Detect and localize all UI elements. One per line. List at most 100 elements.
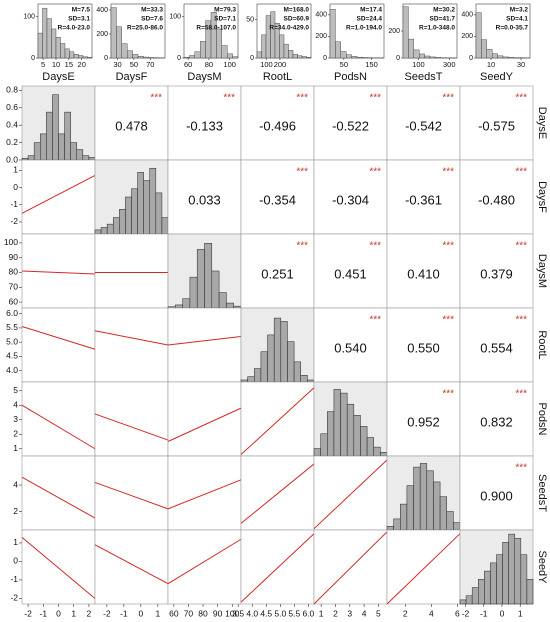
y-tick-label: 0.0 (6, 154, 18, 164)
hist-bar (280, 321, 288, 383)
hist-bar (419, 463, 428, 531)
hist-bar (183, 56, 190, 59)
panel (94, 85, 169, 161)
hist-bar (439, 496, 447, 531)
panel (21, 381, 96, 457)
row-label: PodsN (536, 402, 548, 435)
y-tick-label: 200 (461, 33, 473, 40)
x-tick-label: 100 (260, 60, 273, 69)
panel (21, 307, 96, 383)
hist-bar (64, 48, 70, 59)
row-label: SeedY (536, 550, 548, 584)
hist-bar (27, 155, 35, 161)
fit-line (21, 476, 96, 519)
hist-bar (471, 587, 479, 605)
x-tick-label: 5.5 (288, 608, 300, 618)
hist-bar (386, 526, 394, 531)
correlation: 0.832 (480, 414, 513, 429)
x-tick-label: 4 (362, 608, 367, 618)
y-tick-label: 1 (13, 165, 18, 175)
hist-bar (46, 18, 52, 59)
x-tick-label: 80 (198, 608, 208, 618)
y-tick-label: 100 (23, 13, 35, 20)
hist-bar (475, 12, 482, 59)
panel (94, 455, 169, 531)
fit-line (21, 326, 96, 350)
y-tick-label: 0 (396, 55, 400, 62)
stat-text: R=1.0-348.0 (419, 25, 455, 32)
y-tick-label: 0 (31, 55, 35, 62)
x-tick-label: 1 (319, 608, 324, 618)
correlation: 0.478 (115, 118, 148, 133)
x-tick-label: 10 (487, 60, 495, 69)
x-tick-label: -2 (24, 608, 32, 618)
y-tick-label: 0.2 (6, 137, 18, 147)
y-tick-label: 1 (13, 537, 18, 547)
hist-bar (408, 38, 414, 59)
significance: *** (442, 389, 454, 400)
y-tick-label: -2 (10, 593, 18, 603)
significance: *** (515, 241, 527, 252)
y-tick-label: 200 (96, 31, 108, 38)
y-tick-label: -1 (10, 574, 18, 584)
correlation: 0.451 (334, 266, 367, 281)
panel (21, 529, 96, 605)
hist-bar (406, 485, 414, 531)
significance: *** (369, 167, 381, 178)
y-tick-label: 0 (13, 182, 18, 192)
x-tick-label: 2 (403, 608, 408, 618)
hist-bar (307, 379, 315, 383)
hist-bar (497, 55, 504, 59)
hist-bar (424, 55, 431, 59)
x-tick-label: 300 (443, 60, 456, 69)
x-tick-label: 60 (184, 60, 192, 69)
hist-bar (292, 53, 298, 59)
correlation: -0.361 (405, 192, 442, 207)
correlation: -0.354 (259, 192, 296, 207)
significance: *** (369, 93, 381, 104)
x-tick-label: -1 (40, 608, 48, 618)
column-label: DaysE (42, 71, 74, 83)
hist-bar (267, 334, 275, 383)
significance: *** (442, 241, 454, 252)
hist-bar (287, 341, 295, 383)
y-tick-label: -1 (10, 199, 18, 209)
panel (386, 233, 461, 309)
hist-bar (256, 51, 262, 59)
x-tick-label: 5.0 (274, 608, 286, 618)
x-tick-label: 0 (56, 608, 61, 618)
panel (94, 381, 169, 457)
y-tick-label: 5.0 (6, 336, 18, 346)
x-tick-label: 0 (138, 608, 143, 618)
panel (386, 307, 461, 383)
hist-bar (353, 415, 361, 457)
significance: *** (515, 463, 527, 474)
panel (386, 381, 461, 457)
hist-bar (393, 518, 401, 531)
hist-bar (82, 155, 90, 161)
x-tick-label: 50 (340, 60, 348, 69)
hist-bar (87, 56, 93, 59)
x-tick-label: 30 (113, 60, 121, 69)
hist-bar (486, 49, 493, 59)
significance: *** (369, 241, 381, 252)
column-label: RootL (263, 71, 292, 83)
y-tick-label: 0.6 (6, 102, 18, 112)
fit-line (167, 479, 242, 510)
y-tick-label: 90 (9, 252, 19, 262)
significance: *** (296, 241, 308, 252)
hist-bar (356, 56, 363, 59)
hist-bar (320, 433, 328, 457)
hist-bar (453, 522, 461, 531)
hist-bar (446, 511, 454, 531)
correlation: -0.496 (259, 118, 296, 133)
correlation: 0.900 (480, 488, 513, 503)
hist-bar (478, 579, 485, 605)
hist-bar (149, 167, 157, 235)
hist-bar (211, 270, 220, 309)
y-tick-label: -2 (10, 216, 18, 226)
x-tick-label: 50 (130, 60, 138, 69)
x-tick-label: 1 (518, 608, 523, 618)
fit-line (21, 404, 96, 450)
